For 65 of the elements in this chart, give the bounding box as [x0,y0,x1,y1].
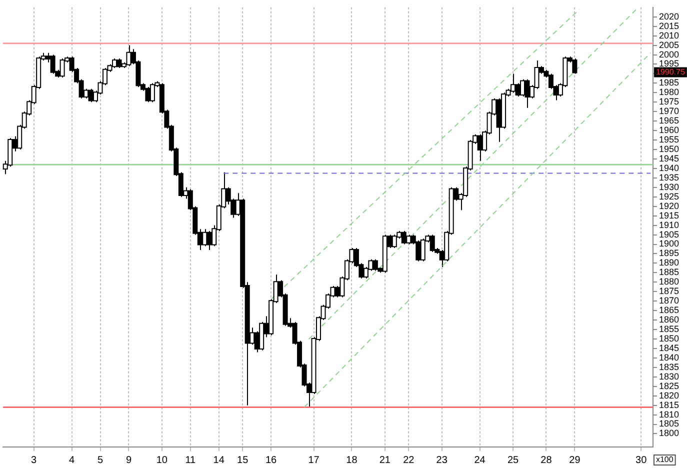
x-tick-label: 28 [540,454,552,466]
x-tick-label: 17 [308,454,320,466]
text: x100 [656,455,674,464]
y-tick-label: 1910 [658,220,680,230]
y-tick-label: 1920 [658,200,680,211]
y-tick-label: 1925 [658,191,680,202]
y-tick-label: 1880 [658,276,680,287]
y-tick-label: 1950 [658,144,680,154]
y-tick-label: 2020 [658,11,680,22]
y-tick-label: 1985 [658,78,680,88]
y-tick-label: 1960 [658,125,680,136]
x-tick-label: 9 [126,454,132,466]
y-tick-label: 1820 [658,390,680,400]
y-tick-label: 1840 [658,352,680,362]
y-tick-label: 1895 [658,248,680,258]
y-tick-label: 1830 [658,371,680,382]
y-tick-label: 1915 [658,210,680,220]
x-tick-label: 10 [156,454,168,466]
y-tick-label: 1865 [658,305,680,316]
y-tick-label: 1835 [658,362,680,372]
x-tick-label: 16 [265,454,278,466]
x-tick-label: 5 [97,454,104,466]
y-tick-label: 1810 [658,409,680,420]
y-tick-label: 1805 [658,418,680,429]
y-tick-label: 2000 [658,49,680,60]
x-tick-label: 30 [636,454,648,466]
y-tick-label: 1845 [658,342,680,353]
y-tick-label: 1905 [658,229,680,240]
y-tick-label: 1900 [658,238,680,249]
y-tick-label: 1855 [658,324,680,334]
y-tick-label: 1815 [658,400,680,410]
y-tick-label: 1935 [658,172,680,182]
x-tick-label: 11 [185,454,196,466]
y-tick-label: 1975 [658,96,680,107]
y-tick-label: 2010 [658,30,680,40]
x-tick-label: 22 [403,454,415,466]
y-tick-label: 1970 [658,106,680,116]
y-tick-label: 1965 [658,116,680,126]
x-tick-label: 3 [31,454,38,466]
y-tick-label: 1885 [658,267,680,278]
y-tick-label: 1945 [658,153,680,164]
y-tick-label: 1850 [658,333,680,344]
x-tick-label: 14 [213,454,225,466]
y-tick-label: 1800 [658,428,680,438]
x-tick-label: 18 [346,454,358,466]
y-tick-label: 2005 [658,40,680,50]
y-tick-label: 1930 [658,182,680,192]
y-tick-label: 2015 [658,20,680,31]
y-tick-label: 1890 [658,258,680,268]
y-tick-label: 1875 [658,286,680,296]
x-tick-label: 29 [569,454,581,466]
annotation: 1990.75 [656,68,686,76]
x-tick-label: 21 [379,454,391,466]
x-tick-label: 24 [474,454,486,466]
y-tick-label: 1825 [658,380,680,391]
x-tick-label: 4 [69,454,76,466]
y-tick-label: 1860 [658,314,680,325]
y-tick-label: 1870 [658,296,680,306]
y-tick-label: 1980 [658,87,680,98]
y-tick-label: 1940 [658,162,680,173]
y-tick-label: 1995 [658,58,680,69]
x-tick-label: 15 [237,454,249,466]
y-tick-label: 1955 [658,134,680,145]
x-tick-label: 25 [507,454,520,466]
x-tick-label: 23 [436,454,448,466]
